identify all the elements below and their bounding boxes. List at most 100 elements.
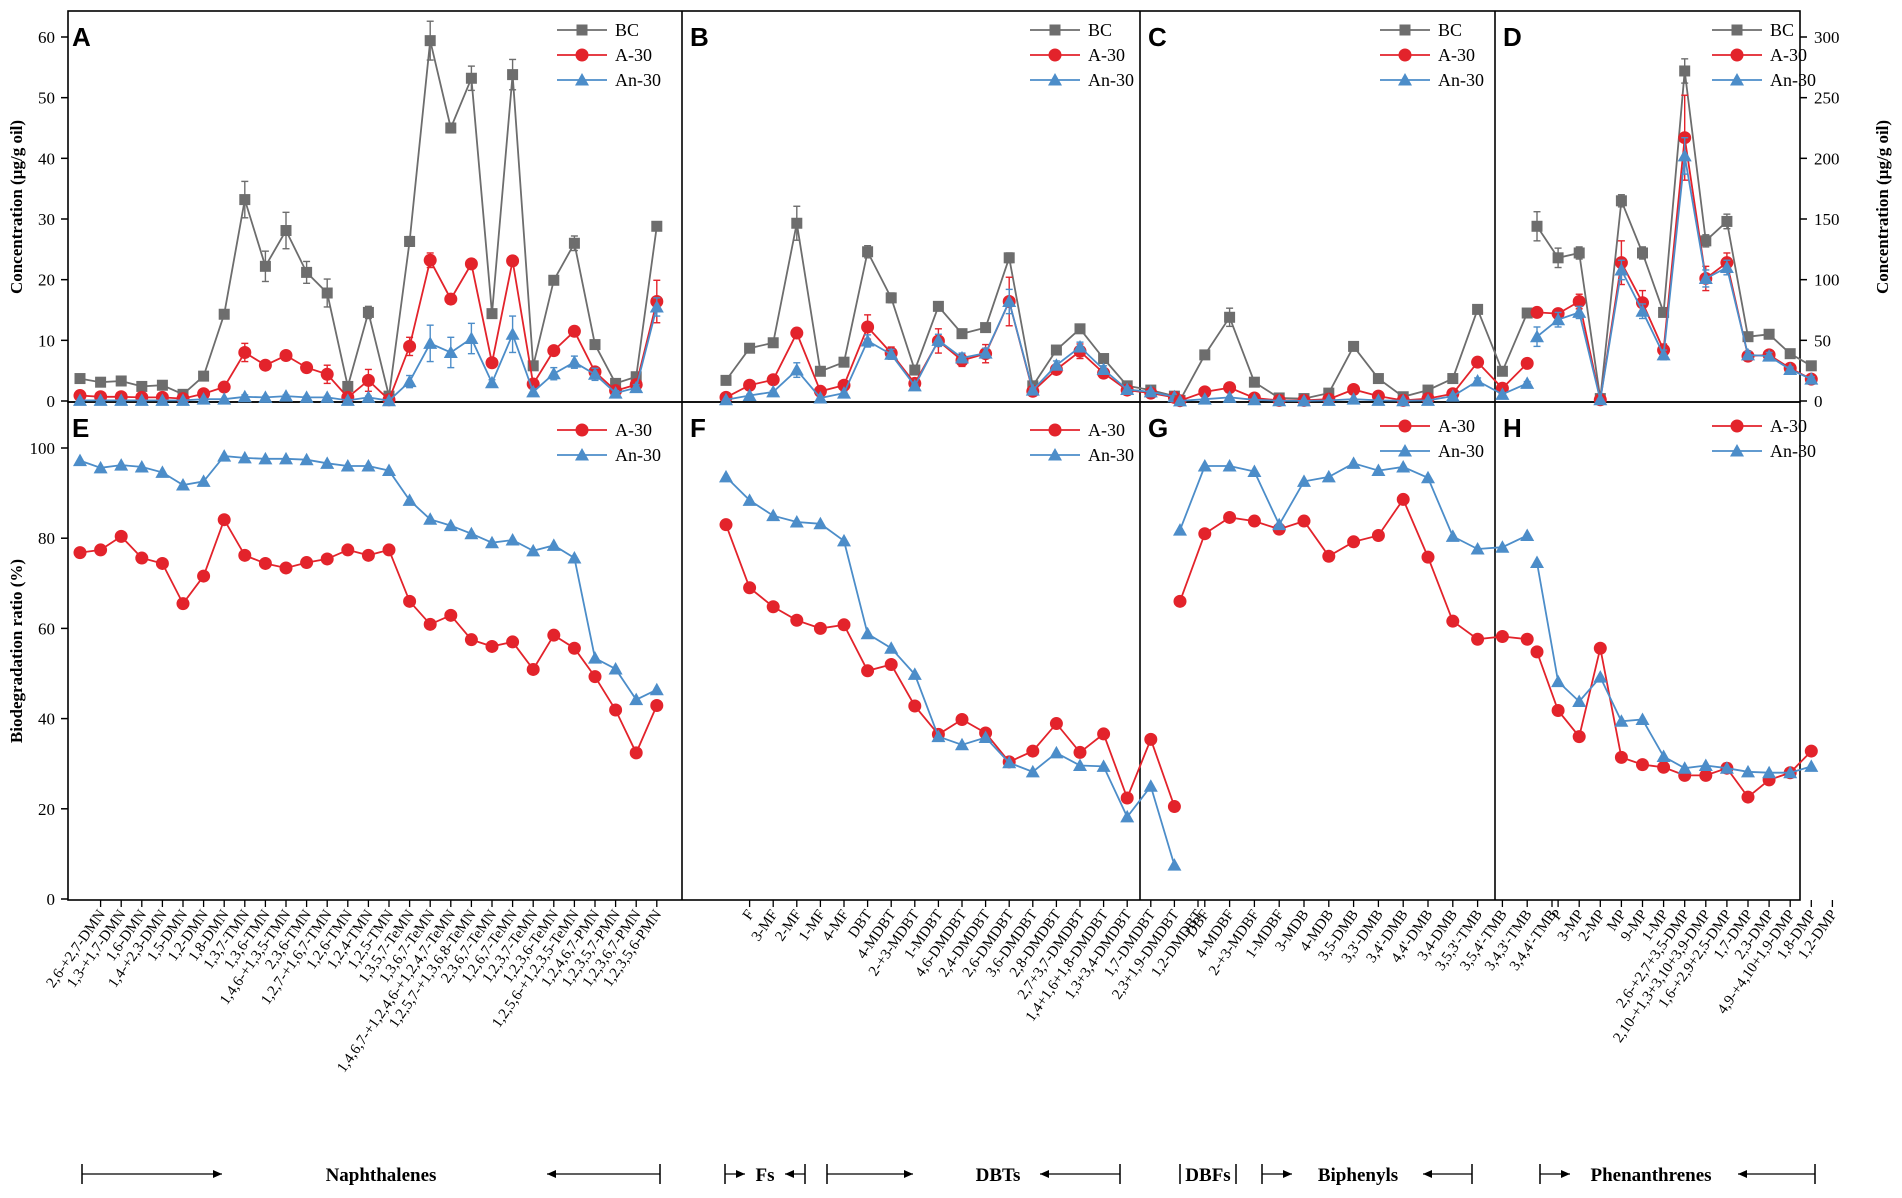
marker-triangle-an30: [884, 347, 899, 360]
marker-triangle-an30: [1096, 759, 1111, 772]
marker-square-bc: [1224, 311, 1236, 323]
marker-triangle-an30: [1049, 745, 1064, 759]
marker-circle-a30: [1446, 614, 1460, 628]
y-tick-label-right-top: 100: [1814, 271, 1840, 290]
marker-square-bc: [568, 237, 580, 249]
marker-triangle-an30: [320, 390, 335, 403]
marker-triangle-an30: [1421, 470, 1435, 484]
group-label-biphenyls: Biphenyls: [1318, 1165, 1398, 1186]
marker-triangle-an30: [464, 526, 479, 540]
marker-square-bc: [862, 246, 874, 258]
marker-triangle-an30: [719, 469, 733, 483]
marker-triangle-an30: [1297, 474, 1311, 487]
legend-label-bc: BC: [1770, 20, 1794, 40]
marker-circle-a30: [1398, 48, 1412, 62]
marker-triangle-an30: [1048, 73, 1062, 86]
marker-square-bc: [1472, 303, 1484, 315]
legend-label-a30: A-30: [615, 420, 652, 440]
marker-triangle-an30: [1656, 347, 1671, 361]
marker-circle-a30: [73, 546, 87, 560]
marker-circle-a30: [258, 358, 272, 372]
marker-triangle-an30: [1120, 382, 1135, 395]
marker-square-bc: [610, 377, 622, 389]
marker-triangle-an30: [526, 543, 541, 557]
marker-circle-a30: [1396, 492, 1410, 506]
marker-triangle-an30: [423, 336, 438, 349]
marker-circle-a30: [884, 657, 898, 671]
marker-circle-a30: [217, 380, 231, 394]
marker-triangle-an30: [955, 737, 969, 751]
marker-triangle-an30: [1635, 712, 1650, 726]
marker-circle-a30: [114, 529, 128, 543]
marker-triangle-an30: [485, 535, 499, 549]
marker-circle-a30: [1551, 703, 1565, 717]
marker-circle-a30: [485, 356, 499, 370]
marker-triangle-an30: [196, 474, 211, 487]
marker-triangle-an30: [813, 390, 828, 404]
marker-triangle-an30: [546, 366, 561, 380]
marker-triangle-an30: [361, 390, 376, 403]
marker-square-bc: [1199, 349, 1211, 361]
marker-circle-a30: [238, 345, 252, 359]
marker-circle-a30: [1048, 423, 1062, 437]
marker-triangle-an30: [1730, 444, 1744, 457]
y-tick-label-left-bottom: 100: [30, 439, 56, 458]
marker-circle-a30: [1048, 48, 1062, 62]
marker-circle-a30: [300, 361, 314, 375]
marker-triangle-an30: [766, 384, 781, 398]
marker-square-bc: [1637, 247, 1648, 259]
marker-triangle-an30: [1614, 714, 1629, 727]
group-arrow-right: [213, 1170, 222, 1178]
marker-circle-a30: [464, 257, 478, 271]
marker-triangle-an30: [789, 363, 804, 376]
marker-triangle-an30: [1804, 759, 1819, 772]
marker-circle-a30: [279, 349, 293, 362]
marker-square-bc: [1521, 307, 1533, 319]
marker-circle-a30: [1247, 514, 1261, 528]
panel-letter-b: B: [690, 22, 709, 52]
marker-triangle-an30: [978, 730, 993, 744]
marker-square-bc: [362, 306, 374, 318]
marker-triangle-an30: [1143, 779, 1158, 792]
marker-triangle-an30: [1551, 674, 1566, 688]
marker-circle-a30: [1049, 717, 1063, 731]
marker-triangle-an30: [719, 392, 733, 406]
marker-triangle-an30: [1049, 358, 1064, 371]
marker-triangle-an30: [114, 458, 129, 471]
group-label-phenanthrenes: Phenanthrenes: [1590, 1165, 1711, 1186]
marker-triangle-an30: [1173, 393, 1187, 407]
marker-square-bc: [218, 308, 230, 320]
marker-circle-a30: [650, 699, 664, 713]
marker-triangle-an30: [1445, 389, 1460, 402]
marker-square-bc: [1049, 24, 1061, 36]
marker-triangle-an30: [567, 551, 582, 564]
marker-circle-a30: [320, 367, 334, 381]
marker-circle-a30: [743, 378, 757, 392]
marker-triangle-an30: [1272, 393, 1287, 407]
marker-triangle-an30: [1421, 393, 1435, 406]
y-tick-label-left-bottom: 80: [38, 529, 55, 548]
marker-circle-a30: [955, 713, 969, 727]
marker-triangle-an30: [1698, 271, 1713, 284]
marker-circle-a30: [1421, 550, 1435, 564]
marker-triangle-an30: [1197, 459, 1212, 472]
marker-square-bc: [156, 379, 168, 391]
marker-circle-a30: [1699, 768, 1713, 782]
marker-triangle-an30: [1730, 73, 1744, 86]
marker-triangle-an30: [1551, 312, 1566, 326]
marker-square-bc: [909, 364, 921, 376]
marker-circle-a30: [155, 556, 169, 570]
data-series: [73, 20, 1819, 871]
marker-circle-a30: [1398, 419, 1412, 433]
panel-f: [719, 469, 1182, 871]
marker-triangle-an30: [608, 386, 623, 399]
marker-circle-a30: [1572, 295, 1586, 309]
legend-label-an30: An-30: [1770, 441, 1816, 461]
marker-square-bc: [1372, 373, 1384, 385]
panel-letter-c: C: [1148, 22, 1167, 52]
marker-triangle-an30: [1025, 764, 1040, 778]
legend-label-a30: A-30: [1088, 45, 1125, 65]
marker-triangle-an30: [485, 375, 499, 389]
marker-triangle-an30: [1048, 448, 1062, 461]
marker-triangle-an30: [1167, 858, 1182, 871]
